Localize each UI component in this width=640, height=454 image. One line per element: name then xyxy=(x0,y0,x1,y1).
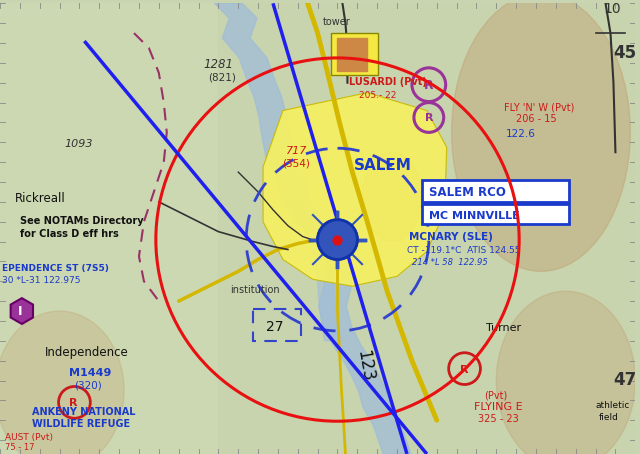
Text: 10: 10 xyxy=(604,2,621,16)
Text: 214 *L 58  122.95: 214 *L 58 122.95 xyxy=(412,258,488,267)
Text: R: R xyxy=(424,79,433,92)
Text: MC MINNVILLE: MC MINNVILLE xyxy=(429,211,520,221)
Text: Rickreall: Rickreall xyxy=(15,192,66,205)
Circle shape xyxy=(317,220,357,259)
Text: MCNARY (SLE): MCNARY (SLE) xyxy=(409,232,493,242)
Polygon shape xyxy=(263,93,447,286)
Text: FLY 'N' W (Pvt): FLY 'N' W (Pvt) xyxy=(504,103,575,113)
Text: institution: institution xyxy=(230,285,280,295)
Ellipse shape xyxy=(0,311,124,454)
Circle shape xyxy=(317,220,357,259)
Text: 1093: 1093 xyxy=(65,139,93,149)
Text: See NOTAMs Directory: See NOTAMs Directory xyxy=(20,216,143,226)
Polygon shape xyxy=(0,3,218,454)
Text: (354): (354) xyxy=(282,158,310,168)
Text: 1281: 1281 xyxy=(204,58,234,71)
Text: Turner: Turner xyxy=(486,323,522,333)
Text: (Pvt): (Pvt) xyxy=(484,390,508,400)
Text: 27: 27 xyxy=(266,320,284,334)
Polygon shape xyxy=(218,3,636,454)
Text: 205.- 22: 205.- 22 xyxy=(359,91,397,99)
Text: I: I xyxy=(18,305,22,318)
Bar xyxy=(330,33,378,75)
Text: 206 - 15: 206 - 15 xyxy=(516,114,557,124)
Polygon shape xyxy=(214,3,411,454)
Ellipse shape xyxy=(362,152,422,242)
Ellipse shape xyxy=(497,291,636,454)
Text: athletic: athletic xyxy=(596,401,630,410)
Text: M1449: M1449 xyxy=(70,368,112,378)
Text: WILDLIFE REFUGE: WILDLIFE REFUGE xyxy=(32,419,130,429)
Text: EPENDENCE ST (7S5): EPENDENCE ST (7S5) xyxy=(2,264,109,273)
Text: for Class D eff hrs: for Class D eff hrs xyxy=(20,229,118,239)
Text: 45: 45 xyxy=(614,44,637,62)
Ellipse shape xyxy=(452,0,630,271)
Text: 717: 717 xyxy=(286,146,307,156)
Polygon shape xyxy=(285,202,340,341)
Text: R: R xyxy=(425,114,433,123)
Text: SALEM: SALEM xyxy=(355,158,412,173)
Text: 122.6: 122.6 xyxy=(506,129,536,139)
Text: 47: 47 xyxy=(614,371,637,390)
Text: LUSARDI (Pvt): LUSARDI (Pvt) xyxy=(349,77,428,87)
Point xyxy=(332,236,342,243)
Text: R: R xyxy=(70,398,78,408)
Text: (821): (821) xyxy=(209,73,236,83)
Text: AUST (Pvt): AUST (Pvt) xyxy=(5,433,53,442)
Text: (320): (320) xyxy=(74,380,102,390)
Text: Independence: Independence xyxy=(45,345,129,359)
Text: 123: 123 xyxy=(353,348,377,383)
Text: tower: tower xyxy=(323,17,350,27)
Text: ANKENY NATIONAL: ANKENY NATIONAL xyxy=(32,407,135,417)
Bar xyxy=(253,309,301,341)
Point xyxy=(332,236,342,243)
Text: R: R xyxy=(460,365,468,375)
Bar xyxy=(422,180,569,202)
Text: FLYING E: FLYING E xyxy=(474,402,523,412)
Text: field: field xyxy=(598,413,618,422)
Text: 325 - 23: 325 - 23 xyxy=(479,414,519,424)
Text: 30 *L-31 122.975: 30 *L-31 122.975 xyxy=(2,276,81,285)
Polygon shape xyxy=(337,38,367,71)
Text: SALEM RCO: SALEM RCO xyxy=(429,186,506,199)
Text: 75 - 17: 75 - 17 xyxy=(5,443,35,452)
Bar xyxy=(422,204,569,224)
Text: CT -119.1*C  ATIS 124.55: CT -119.1*C ATIS 124.55 xyxy=(407,247,520,256)
